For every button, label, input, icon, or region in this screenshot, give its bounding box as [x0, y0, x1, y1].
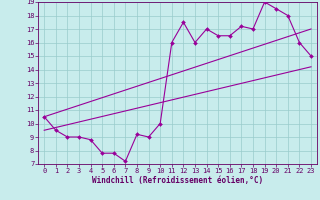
X-axis label: Windchill (Refroidissement éolien,°C): Windchill (Refroidissement éolien,°C): [92, 176, 263, 185]
